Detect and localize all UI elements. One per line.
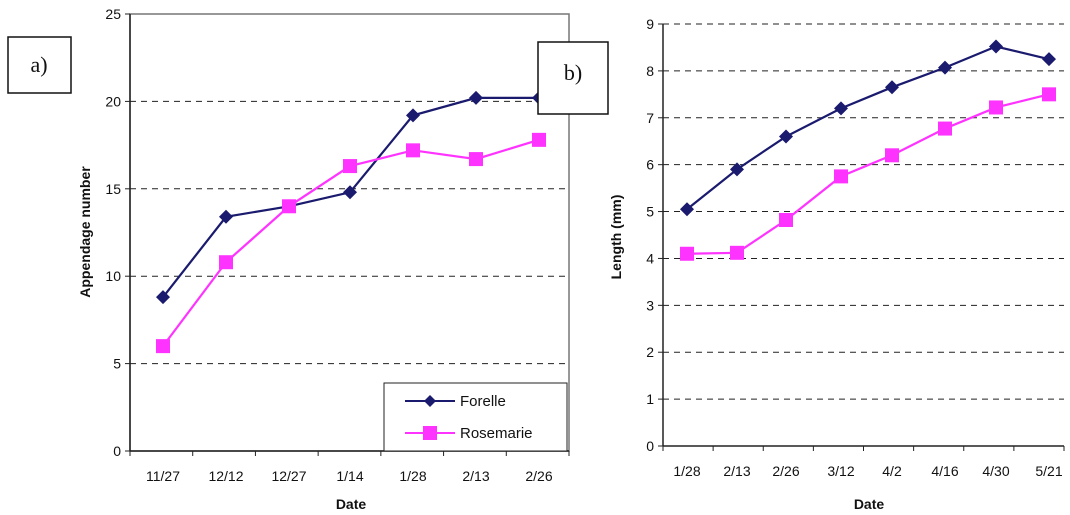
chart-b-x-tick-labels: 1/28 2/13 2/26 3/12 4/2 4/16 4/30 5/21: [673, 463, 1062, 479]
chartB-point-rosemarie-1: [730, 245, 744, 260]
chart-b-y-tick-labels: 0 1 2 3 4 5 6 7 8 9: [646, 16, 654, 454]
chartA-y-tick-label: 10: [105, 268, 121, 284]
legend-rosemarie-label: Rosemarie: [460, 425, 533, 442]
chart-a-legend: Forelle Rosemarie: [383, 382, 568, 452]
chartA-y-tick-label: 15: [105, 181, 121, 197]
chartB-y-tick-label: 2: [646, 344, 654, 360]
chartA-point-rosemarie-5: [469, 152, 483, 167]
panel-label-b: b): [564, 60, 582, 85]
chartB-y-tick-label: 3: [646, 297, 654, 313]
chartA-y-tick-label: 25: [105, 6, 121, 22]
chartA-x-tick-label: 1/28: [399, 468, 426, 484]
chartB-point-rosemarie-3: [834, 169, 848, 184]
chartB-point-forelle-2: [779, 129, 793, 144]
chart-b-gridlines: [663, 23, 1064, 400]
chart-a: 0 5 10 15 20 25 11/27 12/12 12/27 1/14 1/28 2/13 2/…: [7, 6, 570, 512]
chartA-x-tick-label: 2/26: [525, 468, 552, 484]
chartB-point-forelle-7: [1042, 52, 1056, 67]
chartB-point-forelle-3: [834, 101, 848, 116]
chart-b-y-axis-title: Length (mm): [608, 195, 624, 280]
chartB-y-tick-label: 8: [646, 63, 654, 79]
chartA-point-rosemarie-4: [406, 143, 420, 158]
chartB-point-rosemarie-0: [680, 246, 694, 261]
chartB-y-tick-label: 5: [646, 204, 654, 220]
chartB-y-tick-label: 9: [646, 16, 654, 32]
chartA-point-forelle-0: [156, 290, 170, 305]
chart-b: 0 1 2 3 4 5 6 7 8 9 1/28 2/13 2/26 3/12 4/2 4/16 4/30 5/…: [537, 16, 1065, 512]
chartA-x-tick-label: 12/27: [271, 468, 306, 484]
legend-forelle-marker: [424, 395, 436, 407]
chartA-y-tick-label: 0: [113, 443, 121, 459]
chartA-point-forelle-1: [219, 209, 233, 224]
chart-b-axes: [658, 23, 1065, 451]
chartB-point-forelle-1: [730, 162, 744, 177]
chartB-x-tick-label: 4/30: [982, 463, 1009, 479]
chart-b-x-axis-title: Date: [854, 496, 885, 512]
chartB-point-rosemarie-6: [989, 100, 1003, 115]
chartB-point-forelle-6: [989, 39, 1003, 54]
chartB-point-rosemarie-5: [938, 121, 952, 136]
chartB-series-line-rosemarie: [686, 93, 1050, 255]
chart-a-y-tick-labels: 0 5 10 15 20 25: [105, 6, 121, 459]
chartA-point-forelle-3: [343, 185, 357, 200]
legend-box: [383, 382, 568, 452]
chartB-y-tick-label: 1: [646, 391, 654, 407]
chartB-point-forelle-5: [938, 60, 952, 75]
chart-a-x-tick-labels: 11/27 12/12 12/27 1/14 1/28 2/13 2/26: [146, 468, 553, 484]
chartA-x-tick-label: 1/14: [336, 468, 363, 484]
chartA-point-forelle-5: [469, 90, 483, 105]
chartA-x-tick-label: 12/12: [208, 468, 243, 484]
chartA-y-tick-label: 20: [105, 93, 121, 109]
chartA-y-tick-label: 5: [113, 356, 121, 372]
chartA-point-rosemarie-2: [282, 199, 296, 214]
chartB-y-tick-label: 0: [646, 438, 654, 454]
chartB-x-tick-label: 2/26: [772, 463, 799, 479]
chart-a-series: [156, 90, 546, 354]
chart-a-y-axis-title: Appendage number: [77, 166, 93, 298]
chart-a-gridlines: [130, 100, 569, 365]
chartB-y-tick-label: 6: [646, 157, 654, 173]
chartB-x-tick-label: 1/28: [673, 463, 700, 479]
chartB-point-rosemarie-4: [885, 148, 899, 163]
panel-label-a-box: a): [7, 36, 72, 94]
chartB-y-tick-label: 4: [646, 250, 654, 266]
chartB-point-forelle-0: [680, 202, 694, 217]
chartA-x-tick-label: 2/13: [462, 468, 489, 484]
chartB-x-tick-label: 4/2: [882, 463, 902, 479]
chart-b-series: [680, 39, 1056, 261]
chart-a-x-axis-title: Date: [336, 496, 367, 512]
panel-label-b-box: b): [537, 41, 609, 115]
chartB-x-tick-label: 5/21: [1035, 463, 1062, 479]
chartB-series-line-forelle: [686, 45, 1050, 211]
legend-forelle-label: Forelle: [460, 393, 506, 410]
chartA-point-forelle-4: [406, 108, 420, 123]
chartB-x-tick-label: 2/13: [723, 463, 750, 479]
legend-rosemarie-marker: [423, 426, 437, 440]
chartB-y-tick-label: 7: [646, 110, 654, 126]
chartB-x-tick-label: 3/12: [827, 463, 854, 479]
chartA-x-tick-label: 11/27: [146, 468, 180, 484]
chartB-x-tick-label: 4/16: [931, 463, 958, 479]
panel-label-a: a): [30, 52, 47, 77]
chartA-point-rosemarie-6: [532, 132, 546, 147]
chartA-point-rosemarie-1: [219, 255, 233, 270]
chartB-point-rosemarie-7: [1042, 87, 1056, 102]
chartA-point-rosemarie-3: [343, 159, 357, 174]
chartB-point-forelle-4: [885, 80, 899, 95]
chartB-point-rosemarie-2: [779, 212, 793, 227]
chart-a-plot-area: [129, 13, 570, 452]
chartA-point-rosemarie-0: [156, 339, 170, 354]
